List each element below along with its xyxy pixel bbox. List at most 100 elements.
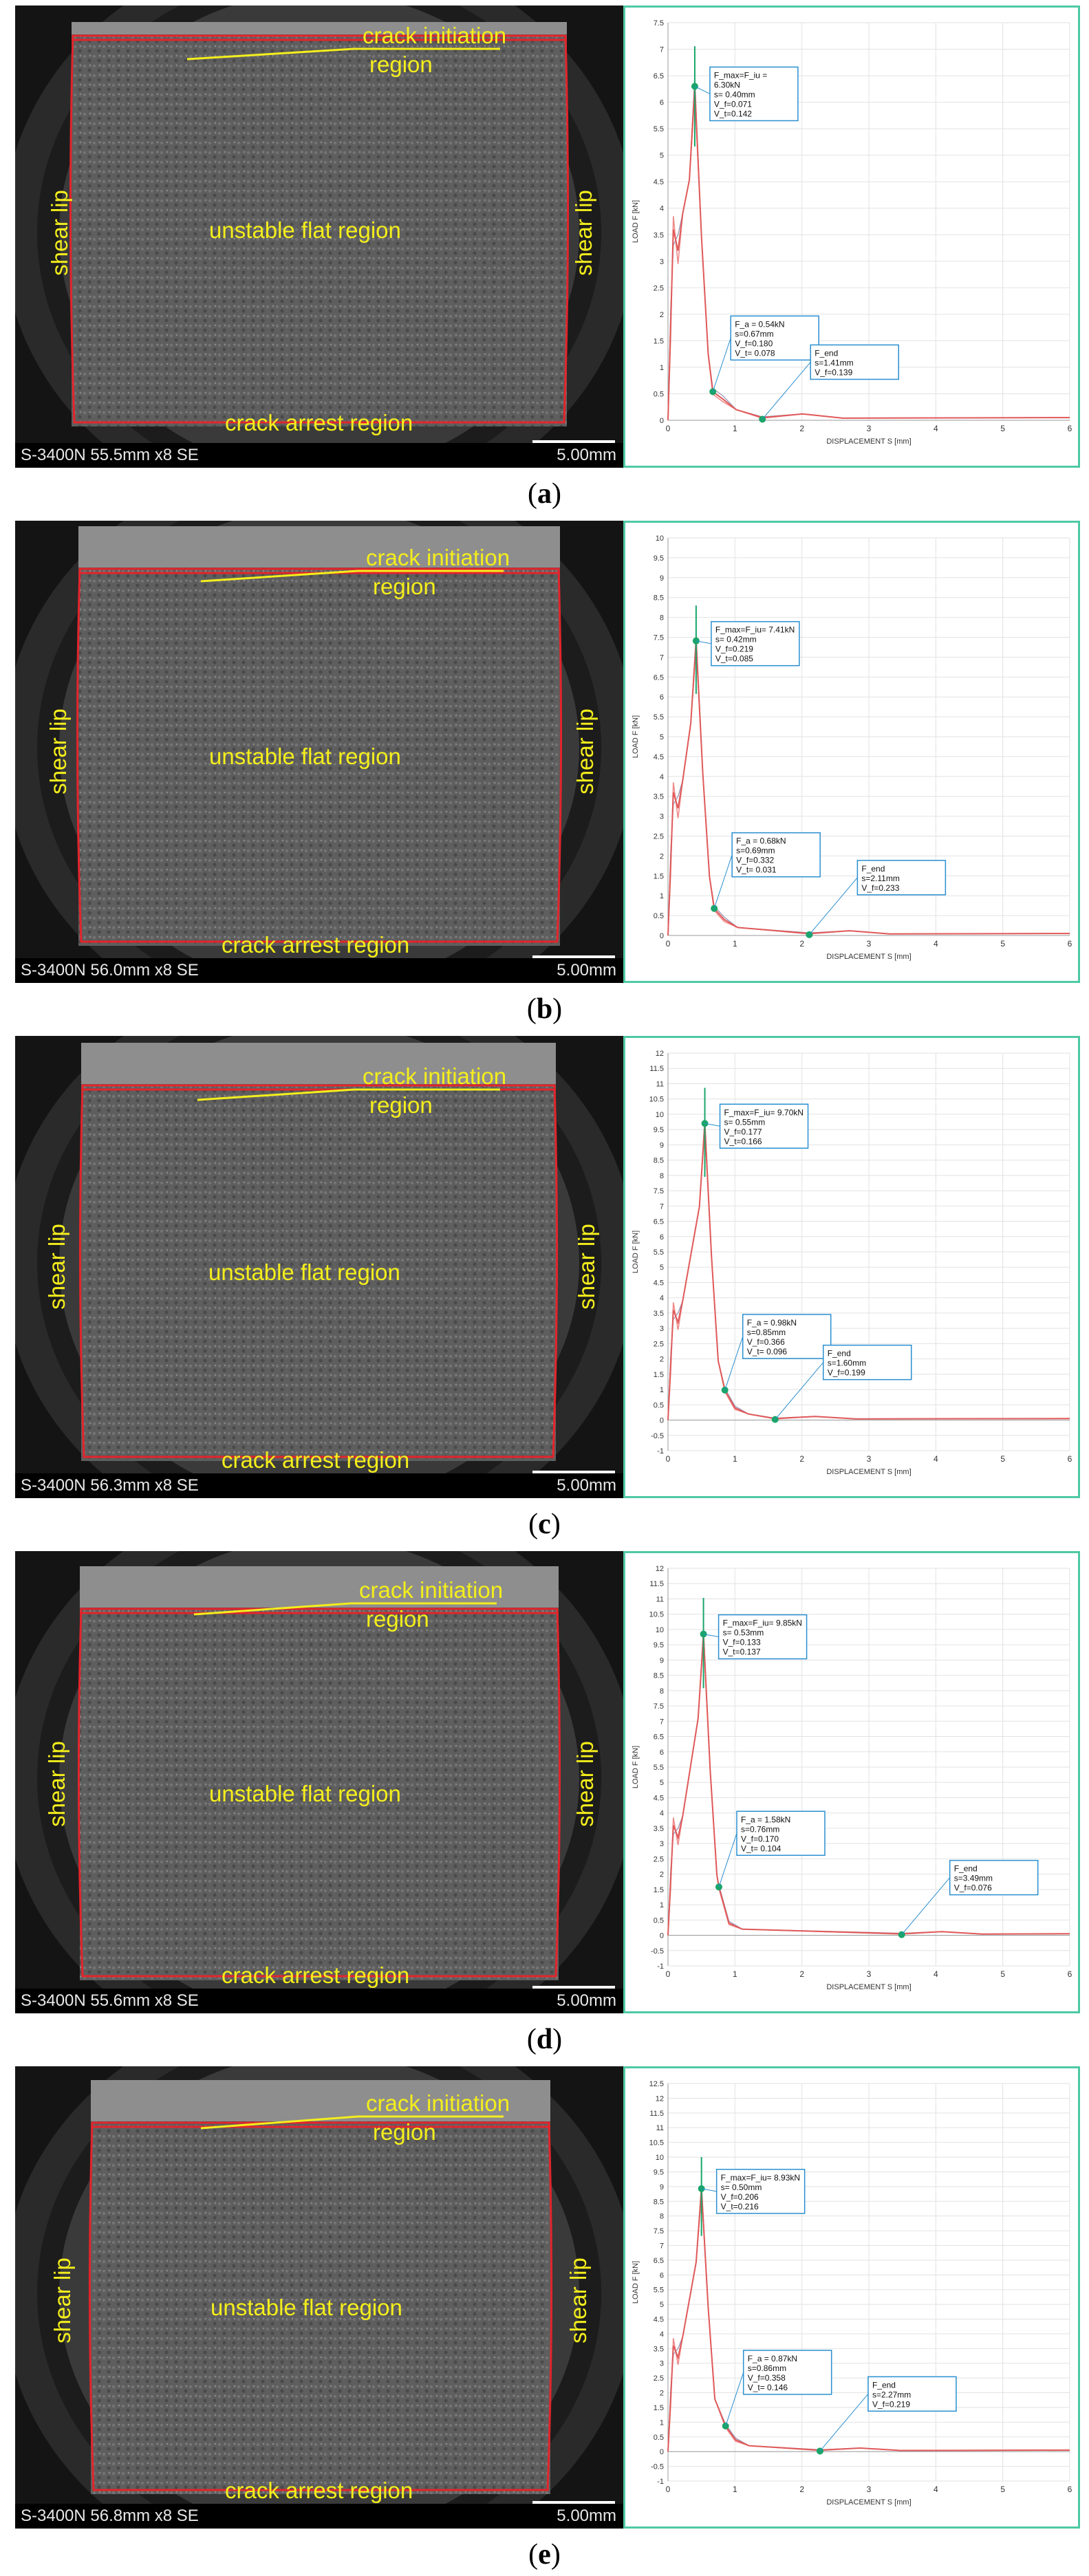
callout-text: V_f=0.133 <box>723 1638 761 1647</box>
callout-text: V_t= 0.031 <box>736 865 777 875</box>
region-outline <box>77 1608 561 1978</box>
fracture-shade <box>78 562 560 946</box>
x-tick-label: 5 <box>1000 1454 1005 1464</box>
unstable-flat-region-label: unstable flat region <box>211 2295 402 2320</box>
load-displacement-chart: -1 -0.5 0 0.5 1 1.5 2 2.5 3 3.5 4 4.5 5 5.5 6 6.5 7 7.5 8 8… <box>623 1036 1080 1498</box>
x-tick-label: 3 <box>867 939 872 949</box>
callout-text: F_end <box>954 1864 978 1874</box>
y-tick-label: 4.5 <box>654 1794 664 1802</box>
y-tick-label: 1.5 <box>654 337 664 345</box>
y-tick-label: 2.5 <box>654 1855 664 1863</box>
crack-initiation-label: crack initiation <box>363 1063 507 1089</box>
shear-lip-right-label: shear lip <box>570 190 596 276</box>
shear-lip-right-label: shear lip <box>573 1224 599 1310</box>
y-tick-label: 4.5 <box>654 2316 664 2324</box>
callout-text: V_t= 0.104 <box>741 1843 781 1853</box>
y-tick-label: 3 <box>660 1840 664 1848</box>
y-tick-label: 6 <box>660 693 664 702</box>
load-displacement-chart: 0 0.5 1 1.5 2 2.5 3 3.5 4 4.5 5 5.5 6 6.5 7 7.5 0 1 2 3 4 5 6 D… <box>623 6 1080 468</box>
y-tick-label: 8.5 <box>654 1672 664 1680</box>
y-tick-label: 1.5 <box>654 2404 664 2412</box>
x-tick-label: 4 <box>934 424 938 433</box>
scale-label: 5.00mm <box>557 1476 616 1495</box>
figure-panel-c: crack initiation region unstable flat regi… <box>0 1030 1089 1546</box>
y-tick-label: 2.5 <box>654 2374 664 2383</box>
load-curve <box>667 1634 1070 1936</box>
data-point <box>700 1630 707 1638</box>
scale-bar <box>532 2501 615 2504</box>
y-tick-label: 0 <box>660 1932 664 1940</box>
y-tick-label: 6 <box>660 99 664 107</box>
callout-leader <box>718 1833 737 1887</box>
y-tick-label: 1 <box>660 1386 664 1394</box>
y-tick-label: 3.5 <box>654 2345 664 2353</box>
fracture-surface <box>81 1079 556 1461</box>
y-tick-label: -0.5 <box>651 1947 664 1956</box>
data-point <box>711 905 718 912</box>
notch-band <box>80 1566 559 1608</box>
y-tick-label: 11 <box>656 1595 664 1603</box>
y-tick-label: 6.5 <box>654 2257 664 2265</box>
callout-leader <box>701 2188 717 2192</box>
y-tick-label: 6.5 <box>654 72 664 80</box>
callout-box <box>822 1344 912 1381</box>
shear-lip-right-label: shear lip <box>572 1741 598 1827</box>
callout-text: V_f=0.366 <box>747 1337 785 1347</box>
scale-label: 5.00mm <box>557 961 616 979</box>
y-tick-label: 6 <box>660 1749 664 1757</box>
notch-band <box>91 2080 550 2121</box>
panel-letter: b <box>536 993 553 1025</box>
y-tick-label: 5.5 <box>654 125 664 133</box>
y-tick-label: 2 <box>660 1871 664 1879</box>
y-tick-label: 2 <box>660 1356 664 1364</box>
callout-box <box>856 860 947 896</box>
y-tick-label: 12 <box>656 1050 664 1058</box>
y-tick-label: 7 <box>660 46 664 54</box>
callout-text: V_t= 0.096 <box>747 1347 788 1356</box>
sem-info-text: S-3400N 56.0mm x8 SE <box>21 961 199 979</box>
y-tick-label: 8.5 <box>654 594 664 603</box>
y-tick-label: 10.5 <box>649 1096 664 1104</box>
x-tick-label: 6 <box>1068 2485 1072 2494</box>
x-axis-label: DISPLACEMENT S [mm] <box>826 1468 911 1476</box>
callout-text: F_max=F_iu = <box>714 70 767 80</box>
y-tick-label: 9 <box>660 1656 664 1665</box>
callout-text: s=1.41mm <box>815 358 853 367</box>
y-tick-label: 0 <box>660 932 664 940</box>
y-tick-label: 4 <box>660 205 664 213</box>
callout-text: s=0.67mm <box>735 329 773 338</box>
callout-box <box>719 1103 809 1149</box>
y-tick-label: 5 <box>660 2301 664 2309</box>
y-tick-label: 9 <box>660 574 664 583</box>
y-tick-label: 3.5 <box>654 793 664 801</box>
scale-label: 5.00mm <box>557 2507 616 2525</box>
y-tick-label: 0 <box>660 2448 664 2456</box>
y-tick-label: 9.5 <box>654 1126 664 1134</box>
y-tick-label: 3.5 <box>654 1310 664 1318</box>
load-displacement-chart: 0 0.5 1 1.5 2 2.5 3 3.5 4 4.5 5 5.5 6 6.5 7 7.5 8 8.5 9 9.5… <box>623 521 1080 983</box>
data-point <box>698 2185 705 2192</box>
y-tick-label: -1 <box>657 2478 664 2486</box>
callout-text: F_max=F_iu= 7.41kN <box>715 625 795 635</box>
y-tick-label: 5 <box>660 152 664 160</box>
callout-text: V_f=0.233 <box>861 883 899 893</box>
region-label: region <box>373 574 436 599</box>
fracture-shade <box>80 1602 559 1980</box>
callout-text: V_f=0.199 <box>828 1368 865 1378</box>
x-tick-label: 0 <box>666 1969 671 1979</box>
y-tick-label: 11.5 <box>649 1580 664 1588</box>
initiation-arrow <box>193 1602 352 1616</box>
y-tick-label: 7 <box>660 2242 664 2250</box>
initiation-arrow <box>186 47 355 61</box>
y-tick-label: 11 <box>656 1080 664 1088</box>
callout-leader <box>713 854 733 909</box>
callout-text: F_end <box>815 348 838 358</box>
y-tick-label: 2 <box>660 311 664 319</box>
callout-leader <box>775 1362 824 1420</box>
crack-initiation-label: crack initiation <box>366 2090 510 2116</box>
y-tick-label: 3 <box>660 2360 664 2368</box>
y-tick-label: 8 <box>660 614 664 623</box>
callout-leader <box>819 2394 869 2451</box>
y-tick-label: 7 <box>660 1202 664 1211</box>
x-tick-label: 0 <box>666 1454 671 1464</box>
